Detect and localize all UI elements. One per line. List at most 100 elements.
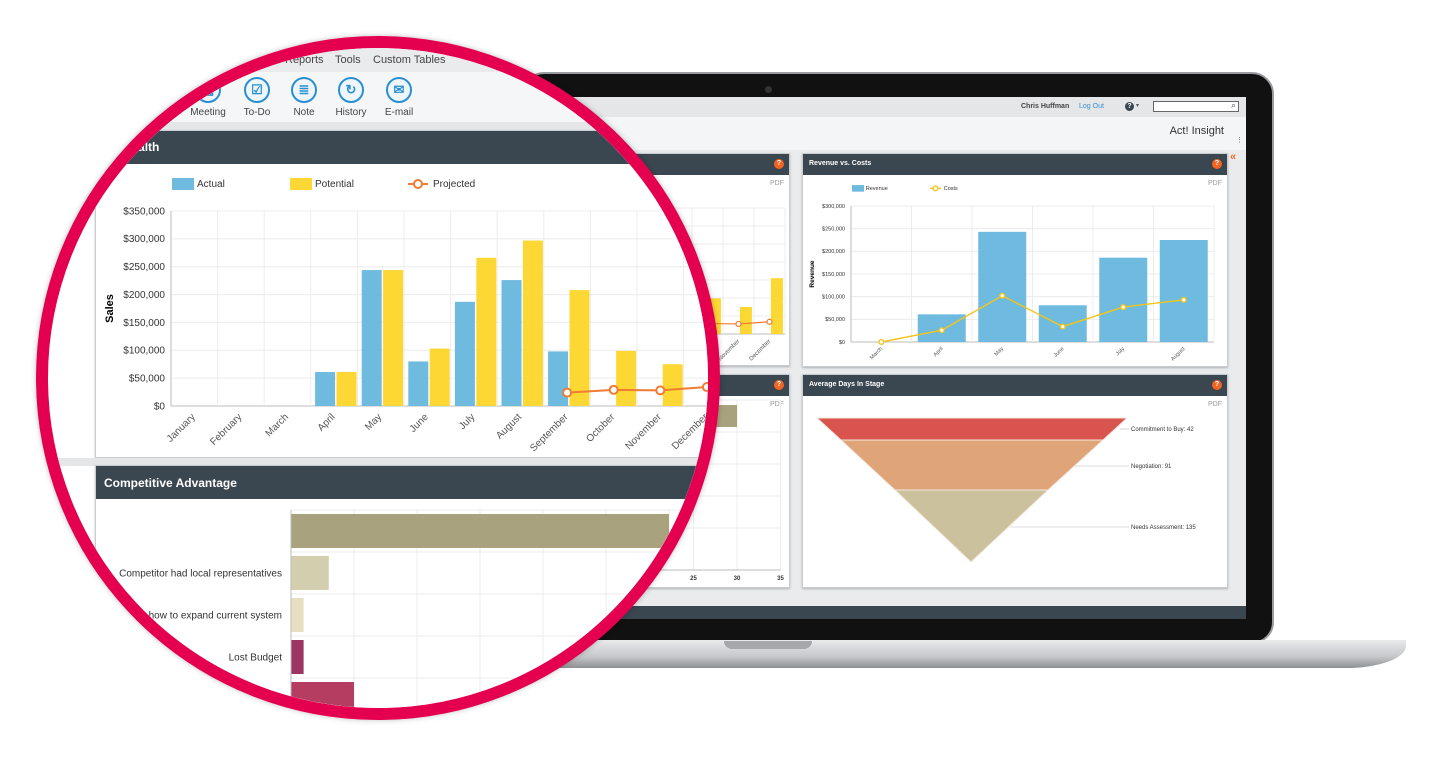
y-tick-label: $200,000	[123, 290, 165, 301]
y-tick-label: $200,000	[822, 249, 845, 255]
toolbar-note-button[interactable]: ≣ Note	[279, 77, 329, 118]
x-tick-label: November	[623, 411, 664, 452]
x-tick-label: September	[528, 411, 571, 454]
toolbar-todo-button[interactable]: ☑ To-Do	[232, 77, 282, 118]
bar-actual	[548, 351, 569, 406]
y-tick-label: t how to expand current system	[143, 610, 282, 621]
y-tick-label: $100,000	[822, 295, 845, 301]
search-input[interactable]: ⌕	[1153, 100, 1239, 112]
bar-revenue	[1099, 257, 1148, 342]
pdf-button[interactable]: PDF	[770, 180, 784, 187]
user-name: Chris Huffman	[1021, 103, 1070, 110]
point-projected	[562, 387, 573, 398]
bar-actual	[454, 301, 475, 406]
toolbar-history-button[interactable]: ↻ History	[326, 77, 376, 118]
legend-label: Revenue	[866, 186, 888, 192]
toolbar-label: To-Do	[243, 107, 271, 118]
menu-reports[interactable]: Reports	[285, 54, 324, 66]
double-chevron-left-icon[interactable]: «	[1230, 151, 1237, 163]
x-tick-label: March	[869, 346, 884, 361]
bar-actual	[408, 361, 429, 406]
panel-title: Competitive Advantage	[96, 466, 708, 499]
menu-tools[interactable]: Tools	[335, 54, 361, 66]
x-tick-label: May	[363, 412, 384, 433]
x-tick-label: July	[1115, 346, 1126, 357]
bar	[291, 682, 354, 708]
x-tick-label: August	[1170, 346, 1187, 363]
y-tick-label: $100,000	[123, 346, 165, 357]
help-icon[interactable]: ?	[774, 380, 784, 390]
app-title: Act! Insight	[1169, 125, 1224, 137]
point-projected	[701, 382, 708, 393]
logout-link[interactable]: Log Out	[1079, 103, 1104, 110]
x-tick-label: May	[993, 346, 1005, 358]
magnified-charts: $0 $50,000 $100,000 $150,000 $200,000 $250,00…	[104, 178, 711, 708]
x-tick-label: July	[457, 412, 477, 432]
divider	[48, 458, 708, 466]
funnel-segment	[815, 417, 1129, 441]
panel-title: Revenue vs. Costs	[803, 154, 1227, 175]
camera	[765, 86, 772, 93]
history-icon: ↻	[338, 77, 364, 103]
legend-marker	[413, 179, 423, 189]
bar	[291, 556, 329, 590]
bar-actual	[501, 280, 522, 406]
bar-potential	[662, 364, 683, 406]
calendar-icon: ▦	[195, 77, 221, 103]
legend-swatch	[852, 185, 865, 192]
x-tick-label: October	[584, 411, 617, 444]
bar	[291, 598, 304, 632]
y-tick-label: $150,000	[123, 318, 165, 329]
line-costs	[881, 294, 1184, 343]
more-options-icon[interactable]: ⋮	[1236, 137, 1243, 144]
bar-actual	[315, 372, 336, 406]
help-menu-icon[interactable]: ?	[1125, 102, 1134, 111]
point-costs	[999, 292, 1006, 299]
y-tick-label: $0	[839, 340, 845, 346]
pdf-button[interactable]: PDF	[1208, 180, 1222, 187]
y-tick-label: $250,000	[822, 227, 845, 233]
bar-actual	[361, 270, 382, 406]
toolbar-label: E-mail	[384, 107, 414, 118]
toolbar-meeting-button[interactable]: ▦ Meeting	[183, 77, 233, 118]
help-icon[interactable]: ?	[1212, 380, 1222, 390]
toolbar-label: History	[335, 107, 367, 118]
bar-potential	[770, 278, 783, 334]
bar-revenue	[978, 231, 1027, 342]
panel-title: Sales Health	[88, 131, 708, 164]
x-tick-label: August	[494, 412, 524, 442]
funnel-label: Commitment to Buy: 42	[1131, 427, 1194, 433]
footer-bar	[540, 606, 1246, 619]
pdf-button[interactable]: PDF	[1208, 401, 1222, 408]
bar	[291, 640, 304, 674]
point-costs	[938, 327, 945, 334]
point-costs	[878, 339, 885, 346]
x-tick-label: November	[718, 339, 742, 363]
y-tick-label: $0	[154, 401, 166, 412]
point-costs	[1180, 296, 1187, 303]
menu-custom-tables[interactable]: Custom Tables	[373, 54, 446, 66]
toolbar-label: Meeting	[190, 107, 226, 118]
point-costs	[1059, 323, 1066, 330]
y-axis-title: Sales	[104, 294, 116, 323]
funnel-label: Negotiation: 91	[1131, 464, 1172, 470]
envelope-icon: ✉	[386, 77, 412, 103]
x-tick-label: December	[670, 411, 711, 452]
point-projected	[766, 318, 773, 325]
help-icon[interactable]: ?	[774, 159, 784, 169]
y-tick-label: Competitor had local representatives	[119, 568, 282, 579]
help-dropdown-chevron-icon[interactable]: ▾	[1136, 103, 1140, 109]
magnifier-icon: ⌕	[1230, 100, 1236, 110]
note-icon: ≣	[291, 77, 317, 103]
legend-marker	[932, 185, 939, 192]
pdf-button[interactable]: PDF	[770, 401, 784, 408]
funnel-segment	[839, 439, 1105, 491]
bar-potential	[429, 348, 450, 406]
bar-potential	[476, 257, 497, 406]
x-tick-label: February	[208, 412, 244, 448]
bar	[291, 514, 669, 548]
y-tick-label: $250,000	[123, 262, 165, 273]
toolbar-email-button[interactable]: ✉ E-mail	[374, 77, 424, 118]
help-icon[interactable]: ?	[1212, 159, 1222, 169]
point-projected	[735, 320, 742, 328]
